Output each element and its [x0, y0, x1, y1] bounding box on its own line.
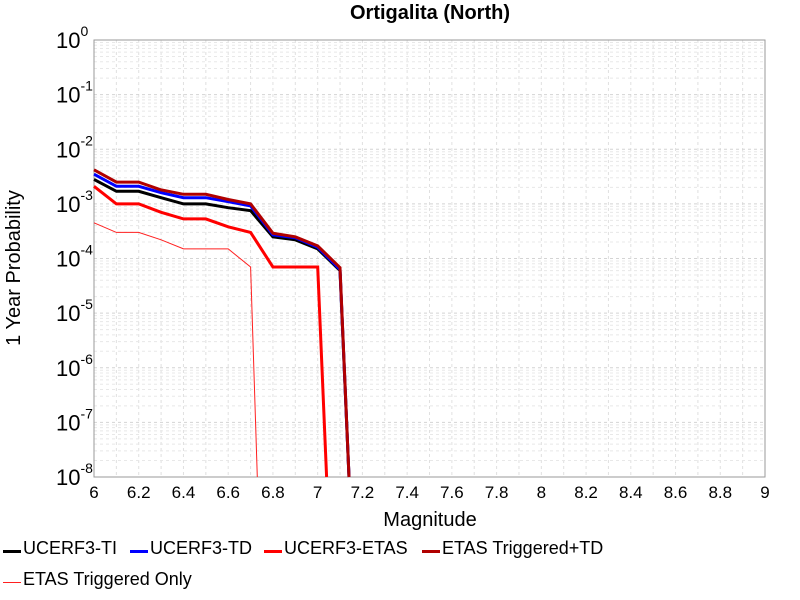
- plot-frame: [93, 39, 766, 478]
- x-tick-label: 6.4: [172, 483, 196, 502]
- x-tick-label: 6: [89, 483, 98, 502]
- legend-swatch: [130, 550, 148, 553]
- legend-item: UCERF3-TI: [3, 538, 117, 559]
- x-tick-label: 8.2: [574, 483, 598, 502]
- legend-label: ETAS Triggered Only: [23, 569, 192, 589]
- series-line-ucerf3-etas: [93, 185, 329, 478]
- series-layer: [93, 168, 351, 478]
- y-tick-label: 10-5: [56, 296, 93, 326]
- x-tick-label: 6.8: [261, 483, 285, 502]
- y-tick-exponent: -2: [80, 132, 93, 148]
- y-tick-exponent: -7: [80, 405, 93, 421]
- legend-label: ETAS Triggered+TD: [442, 538, 604, 558]
- y-tick-base: 10: [56, 192, 80, 217]
- legend-item: UCERF3-ETAS: [264, 538, 408, 559]
- y-tick-base: 10: [56, 410, 80, 435]
- y-tick-label: 10-4: [56, 242, 93, 272]
- x-tick-label: 7.8: [485, 483, 509, 502]
- x-tick-label: 8.4: [619, 483, 643, 502]
- x-tick-label: 6.6: [216, 483, 240, 502]
- y-tick-label: 10-1: [56, 78, 93, 108]
- legend-label: UCERF3-TD: [150, 538, 252, 558]
- x-tick-label: 8.8: [708, 483, 732, 502]
- y-tick-label: 100: [56, 23, 88, 53]
- chart: Ortigalita (North) 6 6.2 6.4 6.6 6.8 7 7.2 7.4 7…: [3, 2, 770, 531]
- x-tick-labels: 6 6.2 6.4 6.6 6.8 7 7.2 7.4 7.6 7.8 8 8.2 8.4 8.6 8.8 9: [89, 483, 769, 502]
- y-tick-label: 10-2: [56, 132, 93, 162]
- grid: [93, 40, 766, 478]
- y-tick-base: 10: [56, 465, 80, 490]
- y-tick-exponent: 0: [80, 23, 88, 39]
- x-tick-label: 8.6: [664, 483, 688, 502]
- y-tick-label: 10-7: [56, 405, 93, 435]
- y-tick-exponent: -4: [80, 242, 93, 258]
- y-tick-exponent: -8: [80, 460, 93, 476]
- x-axis-label: Magnitude: [383, 509, 476, 531]
- chart-title: Ortigalita (North): [350, 2, 510, 24]
- y-tick-base: 10: [56, 137, 80, 162]
- y-tick-base: 10: [56, 356, 80, 381]
- x-tick-label: 7.4: [395, 483, 419, 502]
- legend-swatch: [3, 582, 21, 583]
- y-tick-base: 10: [56, 247, 80, 272]
- series-line-etas-triggered-only: [93, 222, 258, 478]
- y-tick-exponent: -6: [80, 351, 93, 367]
- y-tick-label: 10-8: [56, 460, 93, 490]
- y-tick-exponent: -1: [80, 78, 93, 94]
- y-tick-exponent: -5: [80, 296, 93, 312]
- legend-item: ETAS Triggered Only: [3, 569, 192, 590]
- series-line-etas-triggered-td: [93, 168, 351, 478]
- legend-swatch: [3, 550, 21, 553]
- legend-label: UCERF3-TI: [23, 538, 117, 558]
- legend-label: UCERF3-ETAS: [284, 538, 408, 558]
- legend-swatch: [422, 550, 440, 553]
- y-tick-base: 10: [56, 28, 80, 53]
- y-tick-base: 10: [56, 301, 80, 326]
- y-tick-label: 10-3: [56, 187, 93, 217]
- legend-item: ETAS Triggered+TD: [422, 538, 603, 559]
- y-tick-base: 10: [56, 83, 80, 108]
- y-tick-label: 10-6: [56, 351, 93, 381]
- x-tick-label: 7.2: [351, 483, 375, 502]
- y-axis-label: 1 Year Probability: [3, 190, 25, 346]
- legend-swatch: [264, 550, 282, 553]
- x-tick-label: 7: [313, 483, 322, 502]
- x-tick-label: 8: [537, 483, 546, 502]
- x-tick-label: 7.6: [440, 483, 464, 502]
- x-tick-label: 6.2: [127, 483, 151, 502]
- y-tick-exponent: -3: [80, 187, 93, 203]
- legend-item: UCERF3-TD: [130, 538, 252, 559]
- legend: UCERF3-TI UCERF3-TD UCERF3-ETAS ETAS Trigge…: [0, 534, 800, 600]
- x-tick-label: 9: [760, 483, 769, 502]
